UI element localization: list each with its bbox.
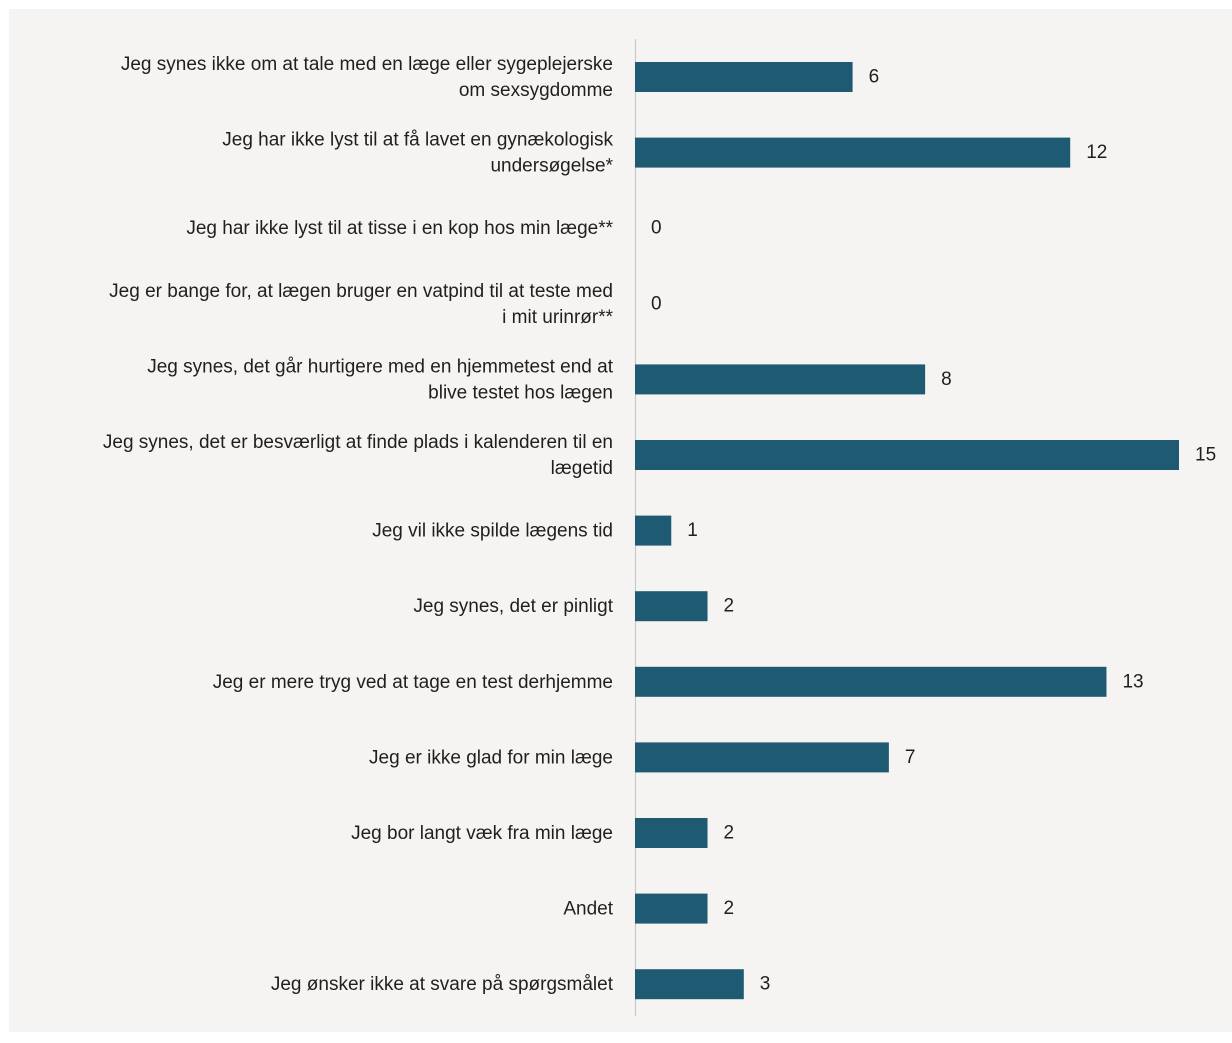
category-label: Jeg bor langt væk fra min læge <box>351 823 613 844</box>
bar <box>635 515 672 546</box>
category-label: Jeg synes, det er pinligt <box>413 596 613 617</box>
bar <box>635 742 889 773</box>
bar <box>635 818 708 848</box>
category-label: Jeg vil ikke spilde lægens tid <box>372 520 613 541</box>
data-label: 1 <box>687 520 698 541</box>
category-label: Jeg synes ikke om at tale med en læge el… <box>121 54 613 101</box>
bar <box>635 364 926 395</box>
chart-panel: Jeg synes ikke om at tale med en læge el… <box>9 9 1232 1032</box>
category-label: Jeg er ikke glad for min læge <box>369 747 613 768</box>
category-label: Jeg synes, det går hurtigere med en hjem… <box>147 356 613 403</box>
category-label: Jeg har ikke lyst til at få lavet en gyn… <box>222 129 613 176</box>
data-label: 2 <box>724 596 735 617</box>
data-label: 0 <box>651 293 662 314</box>
data-label: 15 <box>1195 445 1216 466</box>
bar <box>635 591 708 622</box>
bar <box>635 137 1071 168</box>
data-label: 2 <box>724 823 735 844</box>
data-label: 8 <box>941 369 952 390</box>
category-label: Jeg ønsker ikke at svare på spørgsmålet <box>271 974 614 995</box>
category-label: Andet <box>563 898 613 919</box>
bars <box>635 62 1179 1000</box>
bar <box>635 969 744 1000</box>
data-label: 7 <box>905 747 916 768</box>
data-label: 12 <box>1086 142 1107 163</box>
category-label: Jeg synes, det er besværligt at finde pl… <box>103 432 613 479</box>
bar <box>635 440 1179 470</box>
bar <box>635 893 708 924</box>
bar-chart: Jeg synes ikke om at tale med en læge el… <box>103 39 1216 1016</box>
category-labels: Jeg synes ikke om at tale med en læge el… <box>103 54 614 995</box>
data-label: 6 <box>869 67 880 88</box>
category-label: Jeg er mere tryg ved at tage en test der… <box>213 671 613 692</box>
bar <box>635 62 853 92</box>
category-label: Jeg er bange for, at lægen bruger en vat… <box>109 280 613 327</box>
data-label: 13 <box>1122 671 1143 692</box>
data-label: 2 <box>724 898 735 919</box>
category-label: Jeg har ikke lyst til at tisse i en kop … <box>186 218 613 239</box>
bar <box>635 666 1107 697</box>
data-label: 3 <box>760 974 771 995</box>
data-label: 0 <box>651 218 662 239</box>
